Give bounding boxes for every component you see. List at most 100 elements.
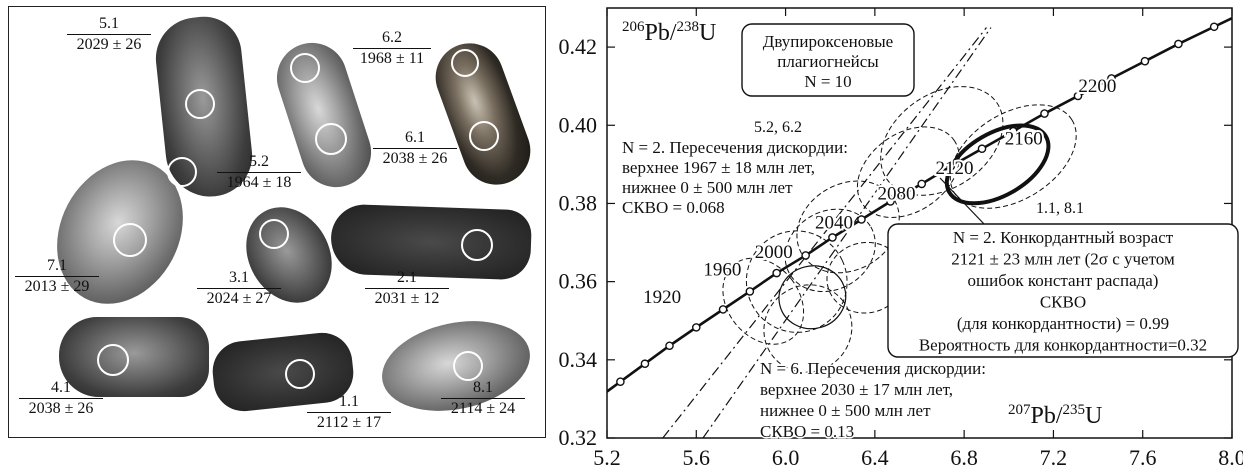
- grain-label-1-1: 1.1 2112 ± 17: [307, 393, 391, 432]
- label-11-81: 1.1, 8.1: [1036, 200, 1084, 217]
- disc-52-62-text: СКВО = 0.068: [622, 198, 725, 217]
- concordant-box: [887, 223, 1239, 358]
- sample-box: [741, 23, 915, 97]
- analysis-spot-7-1: [113, 223, 147, 257]
- discordia-line: [702, 27, 992, 438]
- analysis-spot-6-2: [290, 53, 320, 83]
- disc-n6-text: нижнее 0 ± 500 млн лет: [760, 401, 931, 420]
- analysis-spot-8-1: [453, 351, 483, 381]
- analysis-spot-5-1: [185, 89, 215, 119]
- grain-label-5-1: 5.1 2029 ± 26: [67, 15, 151, 54]
- y-tick-label: 0.38: [559, 190, 598, 215]
- concordant-box-text: СКВО: [1040, 293, 1086, 312]
- disc-52-62-text: N = 2. Пересечения дискордии:: [622, 138, 848, 157]
- disc-n6-text: СКВО = 0.13: [760, 422, 854, 441]
- x-tick-label: 7.6: [1129, 445, 1157, 470]
- concordia-age-label: 1920: [643, 287, 681, 308]
- grain-label-5-2: 5.2 1964 ± 18: [217, 153, 301, 192]
- grain-label-2-1: 2.1 2031 ± 12: [365, 269, 449, 308]
- error-ellipse: [880, 86, 1004, 196]
- concordant-box-text: N = 2. Конкордантный возраст: [953, 228, 1174, 247]
- error-ellipse: [763, 284, 853, 373]
- grain-label-8-1: 8.1 2114 ± 24: [441, 379, 525, 418]
- disc-n6-text: верхнее 2030 ± 17 млн лет,: [760, 380, 953, 399]
- x-tick-label: 8.0: [1218, 445, 1243, 470]
- concordia-age-point: [917, 179, 927, 189]
- analysis-spot-6-1a: [451, 49, 479, 77]
- concordant-connector: [939, 177, 986, 226]
- concordia-age-label: 2000: [755, 242, 793, 263]
- sample-box-text: плагиогнейсы: [777, 52, 879, 71]
- x-tick-label: 5.2: [593, 445, 621, 470]
- concordia-age-point: [828, 233, 837, 242]
- concordia-age-point: [1107, 74, 1116, 83]
- analysis-spot-3-1: [259, 219, 289, 249]
- grain-label-4-1: 4.1 2038 ± 26: [19, 379, 103, 418]
- concordia-age-label: 1960: [703, 260, 741, 281]
- grain-label-7-1: 7.1 2013 ± 29: [15, 257, 99, 296]
- y-tick-label: 0.36: [559, 269, 598, 294]
- x-axis-label: 207Pb/235U: [1008, 402, 1102, 429]
- analysis-spot-4-1: [97, 344, 129, 376]
- discordia-line: [662, 27, 987, 438]
- x-tick-label: 6.4: [861, 445, 889, 470]
- y-tick-label: 0.40: [559, 112, 598, 137]
- x-tick-label: 6.0: [772, 445, 800, 470]
- concordia-age-label: 2200: [1078, 76, 1116, 97]
- concordia-age-point: [1209, 22, 1219, 32]
- concordia-age-point: [857, 215, 866, 224]
- concordia-age-label: 2040: [815, 213, 853, 234]
- error-ellipse: [856, 126, 960, 218]
- x-tick-label: 6.8: [950, 445, 978, 470]
- error-ellipse: [778, 265, 847, 330]
- disc-52-62-label: 5.2, 6.2: [754, 119, 802, 136]
- concordia-age-point: [1008, 126, 1018, 136]
- grain-label-6-2: 6.2 1968 ± 11: [353, 29, 431, 68]
- analysis-spot-1-1: [285, 359, 315, 389]
- sample-box-text: Двупироксеновые: [763, 32, 893, 51]
- concordant-box-text: ошибок констант распада): [968, 271, 1159, 290]
- concordant-box-text: (для конкордантности) = 0.99: [957, 314, 1169, 333]
- zircon-image-panel: 5.1 2029 ± 26 6.2 1968 ± 11 5.2 1964 ± 18 6…: [8, 6, 546, 438]
- grain-label-3-1: 3.1 2024 ± 27: [197, 269, 281, 308]
- concordia-age-point: [616, 377, 625, 387]
- error-ellipse: [722, 257, 805, 345]
- analysis-spot-2-1: [461, 229, 493, 261]
- x-tick-label: 5.6: [683, 445, 711, 470]
- concordia-age-label: 2160: [1005, 129, 1043, 150]
- x-tick-label: 7.2: [1040, 445, 1068, 470]
- y-tick-label: 0.34: [559, 347, 598, 372]
- concordia-age-point: [691, 323, 701, 332]
- concordia-age-point: [665, 341, 674, 351]
- y-tick-label: 0.42: [559, 34, 598, 59]
- disc-52-62-text: нижнее 0 ± 500 млн лет: [622, 178, 793, 197]
- concordia-age-point: [886, 197, 895, 206]
- concordia-age-label: 2080: [878, 183, 916, 204]
- grain-label-6-1: 6.1 2038 ± 26: [373, 129, 457, 168]
- concordia-age-point: [640, 359, 650, 369]
- disc-52-62-text: верхнее 1967 ± 18 млн лет,: [622, 158, 815, 177]
- concordia-age-point: [1040, 109, 1049, 118]
- concordia-age-point: [745, 287, 755, 296]
- error-ellipse: [745, 230, 848, 333]
- zircon-grain-4-1: [59, 317, 209, 397]
- concordia-age-point: [801, 251, 810, 260]
- concordia-age-point: [1140, 56, 1150, 66]
- y-tick-label: 0.32: [559, 425, 598, 450]
- plot-frame: [606, 7, 1233, 439]
- concordia-age-point: [718, 305, 728, 314]
- concordia-age-point: [946, 162, 956, 171]
- concordia-age-label: 2120: [936, 158, 974, 179]
- analysis-spot-5-2: [167, 157, 197, 187]
- analysis-spot-6-2b: [315, 123, 347, 155]
- disc-n6-text: N = 6. Пересечения дискордии:: [760, 359, 986, 378]
- concordia-age-point: [1073, 91, 1083, 101]
- sample-box-text: N = 10: [804, 72, 851, 91]
- concordant-box-text: Вероятность для конкордантности=0.32: [919, 336, 1207, 355]
- concordant-box-text: 2121 ± 23 млн лет (2σ с учетом: [951, 250, 1175, 269]
- concordia-age-point: [1174, 39, 1183, 49]
- y-axis-label: 206Pb/238U: [622, 19, 716, 46]
- analysis-spot-6-1: [469, 121, 499, 151]
- concordia-age-point: [977, 144, 987, 154]
